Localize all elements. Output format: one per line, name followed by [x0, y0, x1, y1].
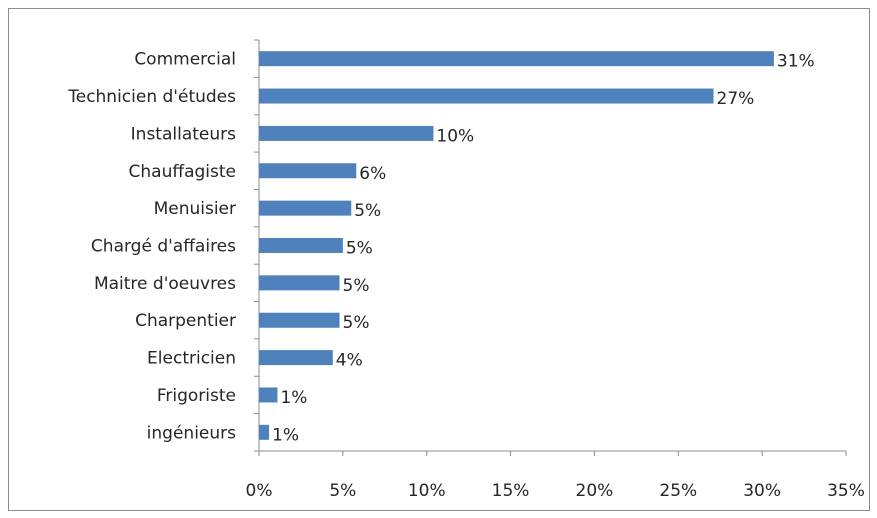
category-label: Installateurs [131, 124, 236, 144]
bar-6 [259, 275, 340, 291]
bar-10 [259, 424, 270, 440]
data-label: 10% [436, 126, 474, 146]
category-label: Technicien d'études [67, 87, 236, 107]
bar-2 [259, 125, 434, 141]
category-label: Chargé d'affaires [91, 237, 236, 257]
bar-0 [259, 51, 774, 67]
data-label: 31% [777, 52, 815, 72]
category-label: Maitre d'oeuvres [94, 274, 236, 294]
bar-5 [259, 238, 343, 253]
bar-4 [259, 200, 352, 216]
x-tick-label: 10% [408, 481, 446, 501]
x-tick-label: 0% [246, 481, 273, 501]
category-label: Electricien [147, 349, 236, 369]
x-tick-label: 20% [576, 481, 614, 501]
category-label: Menuisier [154, 199, 236, 219]
x-tick-label: 25% [659, 481, 697, 501]
bar-layer [259, 51, 774, 440]
bar-3 [259, 163, 357, 179]
category-label: Commercial [134, 50, 236, 70]
data-label: 5% [343, 313, 370, 333]
x-tick-label: 35% [827, 481, 865, 501]
category-label: Charpentier [135, 311, 236, 331]
data-label: 6% [359, 164, 386, 184]
data-label: 27% [717, 89, 755, 109]
bar-7 [259, 312, 340, 328]
category-label: Frigoriste [157, 386, 236, 406]
category-label: Chauffagiste [129, 162, 236, 182]
data-label: 1% [280, 388, 307, 408]
bar-8 [259, 350, 333, 366]
category-label: ingénieurs [147, 423, 236, 443]
data-label: 1% [272, 425, 299, 445]
data-label: 5% [346, 239, 373, 259]
bar-1 [259, 88, 714, 104]
label-layer: 0% 5% 10% 15% 20% 25% 30% 35% Commercial 31% Techn… [67, 50, 865, 501]
x-tick-label: 5% [329, 481, 356, 501]
data-label: 5% [343, 276, 370, 296]
bar-9 [259, 387, 278, 403]
x-tick-label: 30% [743, 481, 781, 501]
x-tick-label: 15% [492, 481, 530, 501]
data-label: 4% [336, 351, 363, 371]
data-label: 5% [354, 201, 381, 221]
